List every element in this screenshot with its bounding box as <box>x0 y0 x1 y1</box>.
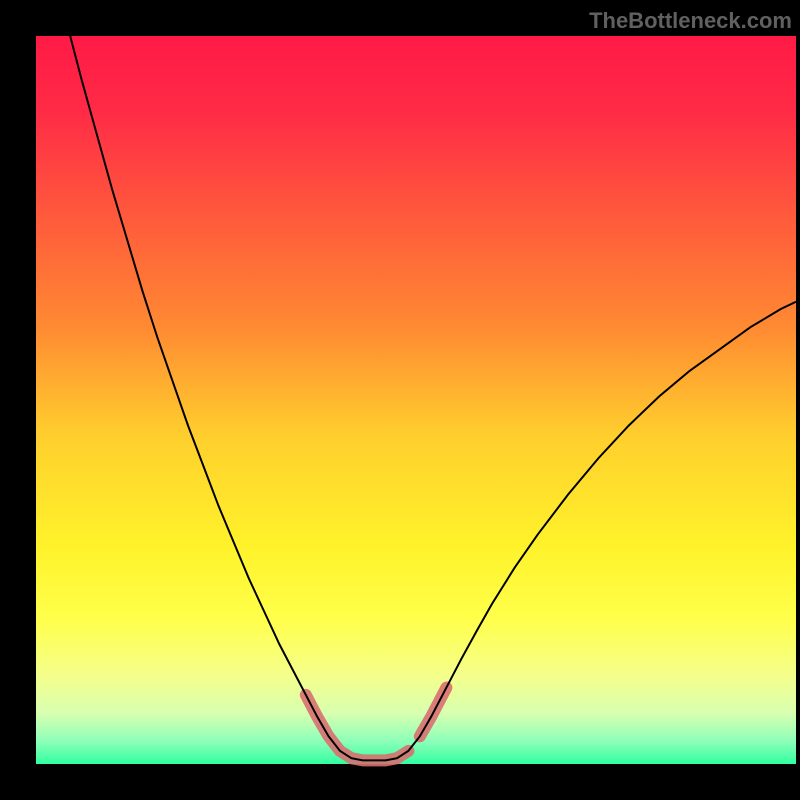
chart-outer: TheBottleneck.com <box>0 0 800 800</box>
highlight-group <box>306 688 447 761</box>
plot-area <box>36 36 796 764</box>
bottleneck-curve <box>70 36 796 760</box>
curve-layer <box>36 36 796 764</box>
watermark-text: TheBottleneck.com <box>589 8 792 34</box>
highlight-segment <box>306 695 409 761</box>
